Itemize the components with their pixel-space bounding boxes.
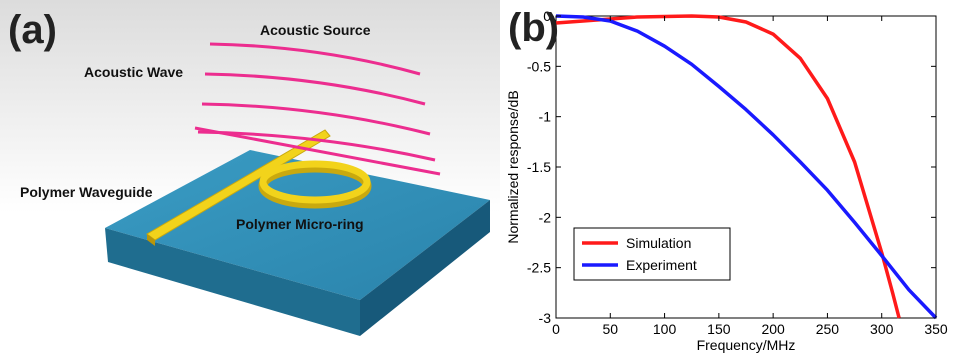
legend-label-simulation: Simulation — [626, 235, 691, 251]
panel-label-a: (a) — [8, 8, 57, 52]
substrate-top — [105, 150, 490, 300]
polymer-waveguide-label: Polymer Waveguide — [20, 184, 153, 200]
legend-box — [573, 227, 731, 281]
legend-label-experiment: Experiment — [626, 257, 697, 273]
y-tick-label: -3 — [539, 310, 552, 326]
x-tick-label: 100 — [653, 321, 677, 337]
polymer-micro-ring-shape — [259, 160, 371, 204]
substrate-side — [360, 200, 490, 336]
y-tick-label: -2 — [539, 209, 552, 225]
schematic-illustration — [0, 0, 500, 355]
waveguide-end — [147, 234, 155, 246]
wave-arc — [209, 42, 421, 76]
x-tick-label: 0 — [552, 321, 560, 337]
substrate-front — [105, 228, 360, 336]
frequency-response-chart: 0 50 100 150 200 250 300 350 0 -0.5 -1 -1.5 -2 -2.5 -3… — [505, 8, 948, 353]
acoustic-wave-arcs — [194, 42, 441, 176]
tick-layer: 0 50 100 150 200 250 300 350 0 -0.5 -1 -1.5 -2 -2.5 -3 — [527, 8, 948, 337]
series-line-simulation — [555, 14, 901, 319]
y-tick-label: -2.5 — [527, 260, 551, 276]
series-line-experiment — [555, 14, 938, 320]
acoustic-wave-label: Acoustic Wave — [84, 64, 184, 80]
chart-panel: (b) 0 50 100 150 200 250 300 350 0 -0.5 -1 -1.5 -2 -2… — [500, 0, 953, 355]
x-tick-label: 200 — [761, 321, 785, 337]
y-axis-label: Normalized response/dB — [505, 90, 521, 243]
y-tick-label: -0.5 — [527, 58, 551, 74]
x-tick-label: 350 — [924, 321, 948, 337]
x-tick-label: 150 — [707, 321, 731, 337]
y-tick-label: -1.5 — [527, 159, 551, 175]
y-tick-label: -1 — [539, 109, 552, 125]
wave-arc — [201, 102, 431, 136]
x-tick-label: 250 — [816, 321, 840, 337]
series-layer — [555, 14, 938, 320]
x-tick-label: 300 — [870, 321, 894, 337]
x-tick-label: 50 — [602, 321, 618, 337]
x-axis-label: Frequency/MHz — [697, 337, 796, 353]
schematic-panel: (a) Acoustic Source Acoustic Wave Polyme… — [0, 0, 500, 355]
polymer-micro-ring-label: Polymer Micro-ring — [236, 216, 364, 232]
panel-label-b: (b) — [508, 6, 560, 50]
acoustic-source-label: Acoustic Source — [260, 22, 371, 38]
y-tick-label: 0 — [543, 8, 551, 24]
wave-arc — [204, 72, 426, 106]
chart-legend: Simulation Experiment — [573, 227, 731, 281]
wave-arc — [194, 126, 441, 176]
